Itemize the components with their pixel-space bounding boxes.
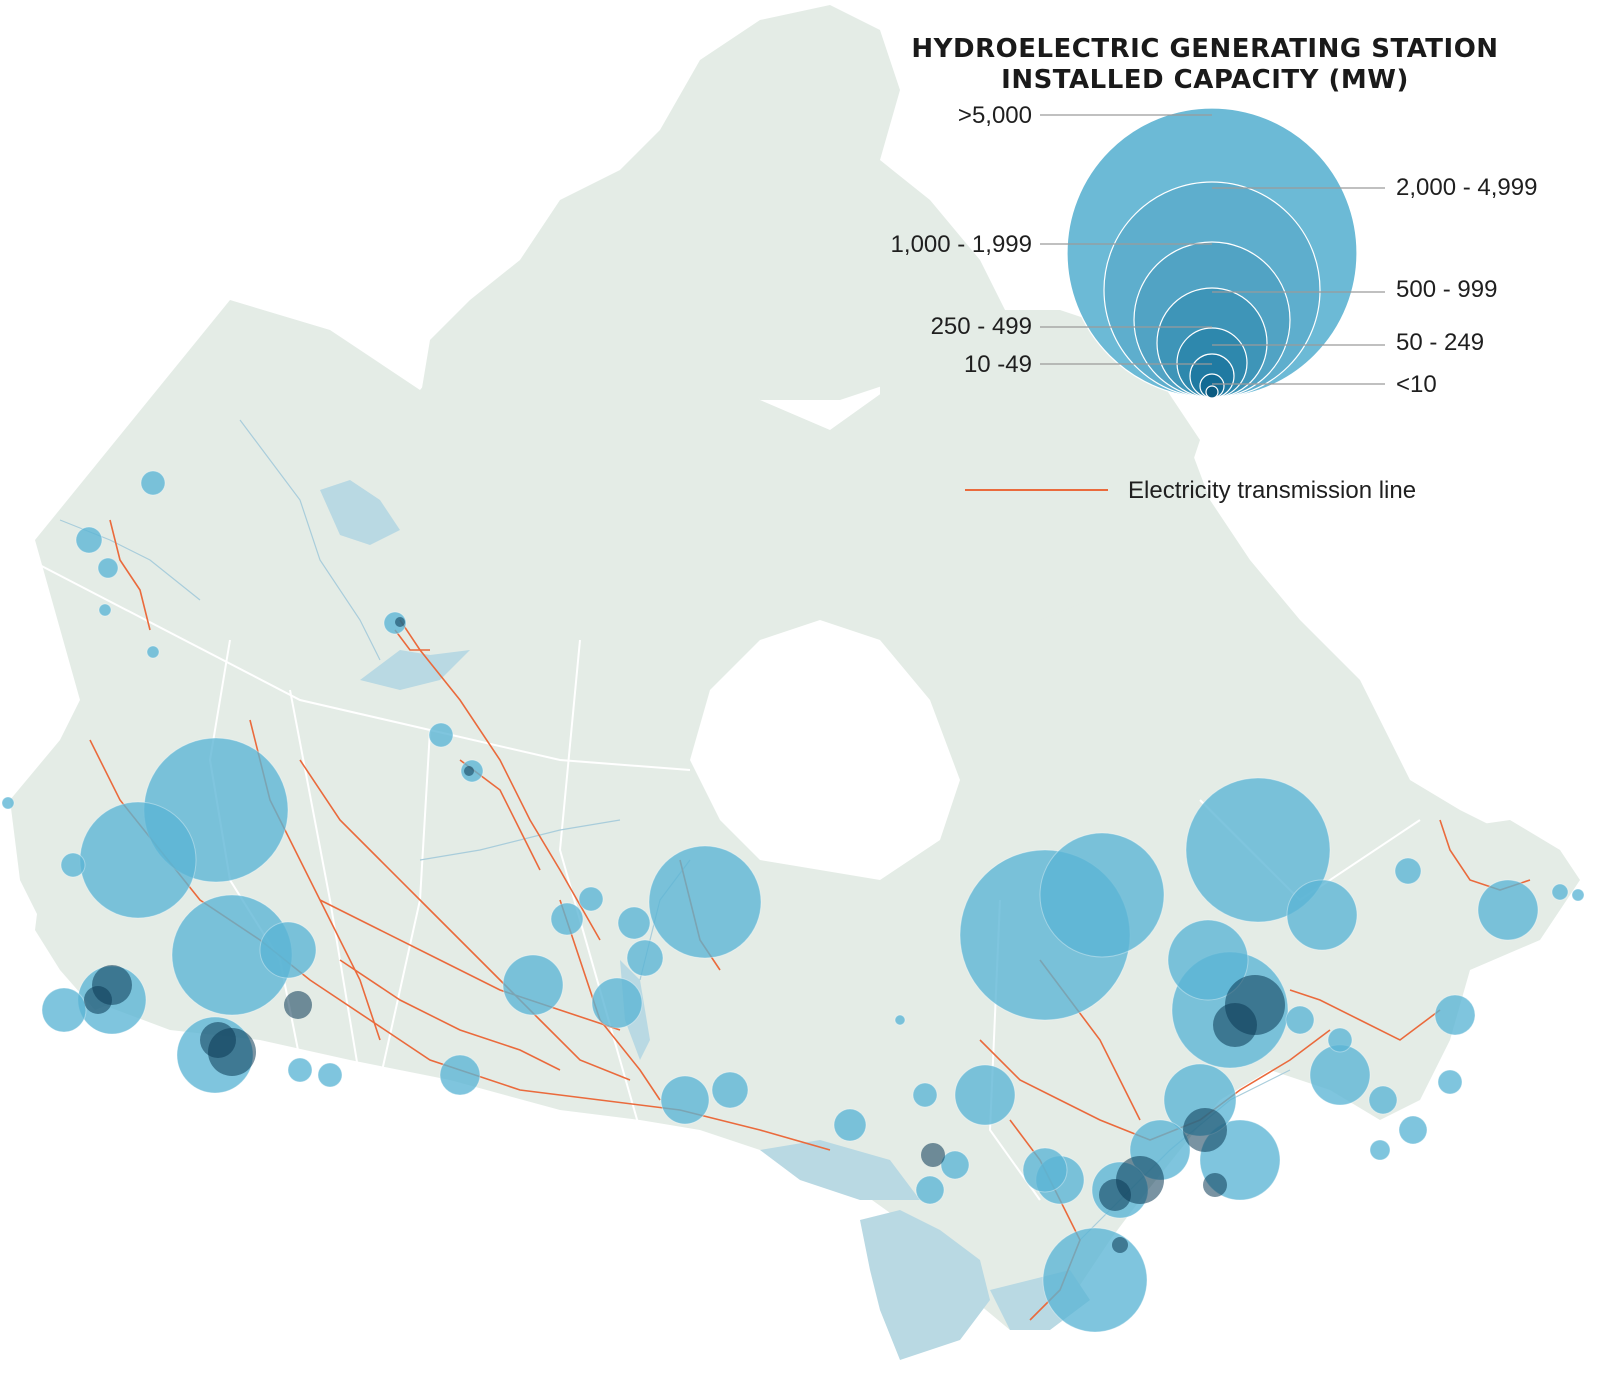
generating-station (591, 977, 643, 1029)
generating-station-cluster (395, 617, 405, 627)
generating-station (578, 886, 604, 912)
legend-label-250-499: 250 - 499 (931, 313, 1032, 340)
generating-station (1, 796, 15, 810)
generating-station (833, 1108, 867, 1142)
legend-circles (1066, 107, 1358, 399)
legend-label-lt10: <10 (1396, 371, 1437, 398)
generating-station-cluster (464, 766, 474, 776)
legend-title-line2: INSTALLED CAPACITY (MW) (1001, 65, 1409, 95)
great-bear-lake (320, 480, 400, 545)
generating-station (1394, 857, 1422, 885)
legend-label-2000-4999: 2,000 - 4,999 (1396, 174, 1537, 201)
generating-station (60, 852, 86, 878)
legend-label-50-249: 50 - 249 (1396, 329, 1484, 356)
generating-station (1185, 777, 1331, 923)
generating-station (75, 526, 103, 554)
legend-label-500-999: 500 - 999 (1396, 276, 1497, 303)
legend-size-circle (1205, 385, 1219, 399)
generating-station (97, 557, 119, 579)
legend-label-1000-1999: 1,000 - 1,999 (891, 231, 1032, 258)
generating-station-cluster (1203, 1173, 1227, 1197)
generating-station-cluster (200, 1022, 236, 1058)
border-ab-sk (289, 689, 361, 1081)
generating-station (287, 1057, 313, 1083)
generating-station (711, 1071, 749, 1109)
generating-station (140, 470, 166, 496)
generating-station (660, 1075, 710, 1125)
lake-superior (760, 1140, 920, 1200)
generating-stations (1, 470, 1585, 1333)
lake-huron-michigan (860, 1210, 990, 1360)
transmission-line (339, 959, 561, 1071)
arctic-islands (420, 5, 1010, 400)
mackenzie-river (239, 419, 381, 661)
newfoundland (1440, 820, 1570, 930)
baffin-island (880, 310, 1200, 640)
generating-station (502, 954, 564, 1016)
generating-station (1368, 1085, 1398, 1115)
transmission-line (299, 759, 631, 1081)
generating-station (1327, 1027, 1353, 1053)
generating-station-cluster (921, 1143, 945, 1167)
generating-station (894, 1014, 906, 1026)
hudson-bay (690, 620, 960, 880)
generating-station-cluster (284, 991, 312, 1019)
transmission-line (394, 629, 430, 651)
transmission-legend-label: Electricity transmission line (1128, 477, 1416, 504)
generating-station (1437, 1069, 1463, 1095)
generating-station-cluster (1213, 1003, 1257, 1047)
generating-station (1167, 919, 1249, 1001)
transmission-line (109, 519, 151, 631)
generating-station (626, 939, 664, 977)
legend-label-10-49: 10 -49 (964, 351, 1032, 378)
generating-station (1309, 1044, 1371, 1106)
generating-station (317, 1062, 343, 1088)
generating-station (79, 801, 197, 919)
generating-station-cluster (1112, 1237, 1128, 1253)
legend-label-gt5000: >5,000 (958, 102, 1032, 129)
generating-station (912, 1082, 938, 1108)
generating-station (41, 987, 87, 1033)
generating-station (1042, 1227, 1148, 1333)
generating-station (1551, 883, 1569, 901)
great-slave-lake (360, 650, 470, 690)
border-60th-parallel (29, 559, 691, 771)
generating-station-cluster (1099, 1179, 1131, 1211)
generating-station (954, 1064, 1016, 1126)
generating-station (1477, 879, 1539, 941)
generating-station (1369, 1139, 1391, 1161)
generating-station-cluster (1183, 1108, 1227, 1152)
generating-station (915, 1175, 945, 1205)
churchill-river (419, 819, 621, 861)
generating-station (1434, 994, 1476, 1036)
generating-station (940, 1150, 970, 1180)
transmission-line (319, 899, 621, 1031)
transmission-line (1289, 989, 1441, 1041)
generating-station (617, 906, 651, 940)
legend: HYDROELECTRIC GENERATING STATION INSTALL… (891, 34, 1538, 504)
generating-station (550, 902, 584, 936)
generating-station (1571, 888, 1585, 902)
generating-station (146, 645, 160, 659)
generating-station (1285, 1005, 1315, 1035)
generating-station (648, 845, 762, 959)
generating-station (1398, 1115, 1428, 1145)
generating-station (439, 1054, 481, 1096)
water-bodies (320, 480, 1090, 1360)
generating-station (428, 722, 454, 748)
generating-station-cluster (84, 986, 112, 1014)
generating-station (259, 921, 317, 979)
generating-station (1286, 879, 1358, 951)
legend-title-line1: HYDROELECTRIC GENERATING STATION (911, 34, 1498, 64)
generating-station (98, 603, 112, 617)
generating-station (1039, 832, 1165, 958)
generating-station (1022, 1147, 1068, 1193)
